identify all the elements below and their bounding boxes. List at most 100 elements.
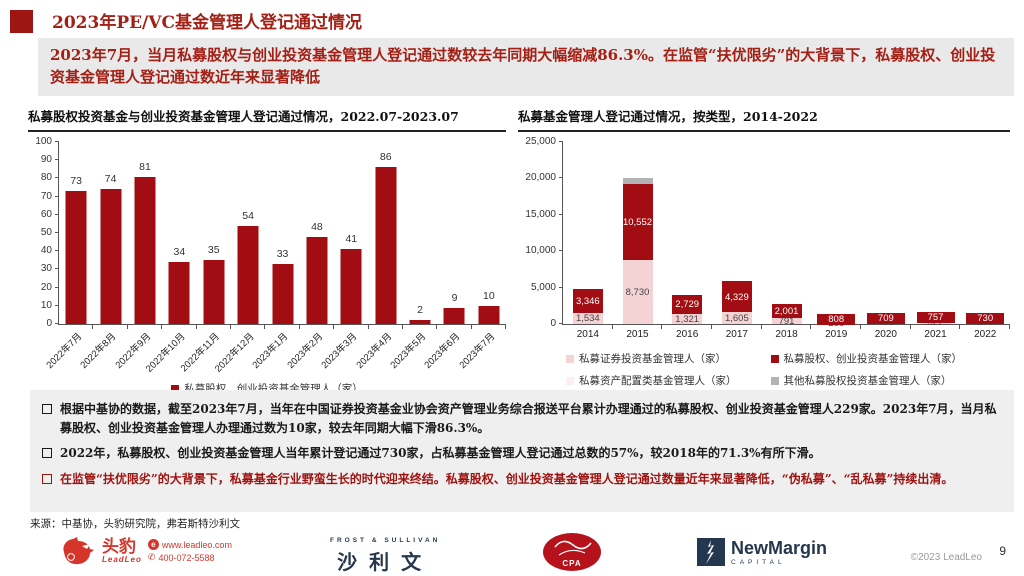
x-axis-tick [1009,324,1011,329]
y-axis-tick [55,268,59,270]
y-axis-label: 5,000 [530,281,556,293]
bar-value-label: 730 [966,312,1005,324]
bar-value-label: 1,321 [675,314,700,326]
y-axis-label: 10,000 [525,245,556,257]
x-axis-tick [161,324,163,329]
bar-value-label: 54 [242,209,254,222]
bar-value-label: 1,605 [724,313,749,325]
title-accent-square [10,10,33,33]
chart-legend: 私募证券投资基金管理人（家） 私募股权、创业投资基金管理人（家） 私募资产配置类基金… [518,351,1010,388]
bar-value-label: 74 [104,173,117,186]
newmargin-logo: NewMargin CAPITAL [697,538,827,566]
y-axis-tick [55,177,59,179]
bar-slot: 1,605 4,329 2017 [712,142,762,340]
bar-slot: 41 2023年3月 [320,142,369,371]
y-axis-tick [559,177,563,179]
bar-slot: 33 2023年1月 [251,142,300,371]
bar-segment [672,314,703,324]
newmargin-sub: CAPITAL [731,558,786,566]
x-axis-tick [711,324,713,329]
bullet-item: 在监管“扶优限劣”的大背景下，私募基金行业野蛮生长的时代迎来终结。私募股权、创业… [42,470,1002,489]
y-axis-tick [559,286,563,288]
bar [409,320,431,324]
leopard-icon [63,537,94,565]
bullet-text: 在监管“扶优限劣”的大背景下，私募基金行业野蛮生长的时代迎来终结。私募股权、创业… [60,471,954,486]
page-number: 9 [999,544,1006,558]
y-axis-tick [559,141,563,142]
legend-item: 其他私募股权投资基金管理人（家） [770,373,963,388]
bar-segment [721,280,752,313]
x-axis-label: 2016 [676,329,699,340]
bar-value-label: 9 [451,291,458,304]
bar-slot: 5307302022 [960,142,1011,340]
y-axis-tick [559,323,563,324]
bar-slot: 2 2023年5月 [388,142,438,371]
chart-title: 私募股权投资基金与创业投资基金管理人登记通过情况，2022.07-2023.07 [28,106,506,132]
page-title: 2023年PE/VC基金管理人登记通过情况 [52,13,362,33]
x-axis-tick [264,324,266,329]
bar-value-label: 81 [139,160,151,173]
bar-value-label: 2 [417,304,424,317]
y-axis-label: 0 [46,318,52,329]
y-axis-tick [55,195,59,197]
bar-value-label: 808 [817,313,856,325]
bar-value-label: 709 [866,313,905,325]
x-axis-label: 2021 [924,329,947,340]
bar [340,249,362,324]
bar-slot: 9 2023年6月 [423,142,472,371]
legend-swatch-icon [566,354,574,363]
bar [100,189,122,324]
x-axis-label: 2017 [725,329,748,340]
bullet-text: 2022年，私募股权、创业投资基金管理人当年累计登记通过730家，占私募基金管理… [60,446,821,461]
x-axis-tick [367,324,369,329]
bar-slot: 791 2,001 2018 [762,142,812,340]
y-axis-tick [55,323,59,324]
y-axis-label: 40 [40,245,52,257]
bullet-square-icon [42,473,52,484]
bar-slot: 86 2023年4月 [354,142,403,371]
chart-plot: 0 10 20 30 40 50 60 70 80 90 100 73 2022年7月 74 2022年8… [28,136,507,375]
y-axis-tick [559,213,563,215]
bar-value-label: 10,552 [622,217,653,229]
cpa-logo: CPA [543,533,601,571]
bar-slot: 35 2022年11月 [179,142,231,374]
y-axis-label: 30 [40,263,52,275]
bar-value-label: 86 [379,151,392,164]
bar-segment [622,177,653,184]
legend-item: 私募资产配置类基金管理人（家） [566,373,737,388]
x-axis-label: 2023年3月 [319,331,360,372]
y-axis-tick [55,159,59,161]
bar-slot: 73 2022年7月 [44,142,94,371]
bar-slot: 10 2023年7月 [457,142,507,371]
x-axis-label: 2022年7月 [44,331,85,372]
bar: 791 2,001 [771,303,802,327]
x-axis-tick [661,324,663,329]
legend-swatch-icon [566,376,574,385]
bar-value-label: 2,729 [675,299,700,311]
x-axis-tick [810,324,812,329]
bar-value-label: 10 [483,289,495,302]
x-axis-label: 2023年4月 [354,331,394,372]
legend-label: 私募股权、创业投资基金管理人（家） [783,353,963,365]
leadleo-website[interactable]: www.leadleo.com [161,539,232,550]
x-axis-tick [860,324,862,329]
bar-segment [721,312,752,324]
y-axis-tick [559,250,563,252]
bar-slot: 81 2022年9月 [113,142,163,371]
y-axis-tick [55,141,59,142]
legend-label: 私募证券投资基金管理人（家） [579,353,726,365]
x-axis-label: 2022年8月 [78,331,119,372]
y-axis: 0 10 20 30 40 50 60 70 80 90 100 [28,136,58,329]
legend-swatch-icon [770,354,779,363]
bar [203,260,225,324]
plot-area: 73 2022年7月 74 2022年8月 81 2022年9月 34 2022年10月 35 2… [44,141,507,375]
cpa-ellipse-icon: CPA [543,533,601,571]
bar-segment [672,294,703,315]
subtitle-banner: 2023年7月，当月私募股权与创业投资基金管理人登记通过数较去年同期大幅缩减86… [38,38,1014,96]
y-axis-label: 60 [40,208,52,220]
x-axis-label: 2018 [775,329,798,340]
legend-swatch-icon [171,384,180,393]
y-axis-label: 20 [40,281,52,293]
frost-sullivan-logo: FROST & SULLIVAN 沙利文 [330,537,440,575]
y-axis-label: 50 [40,227,52,238]
